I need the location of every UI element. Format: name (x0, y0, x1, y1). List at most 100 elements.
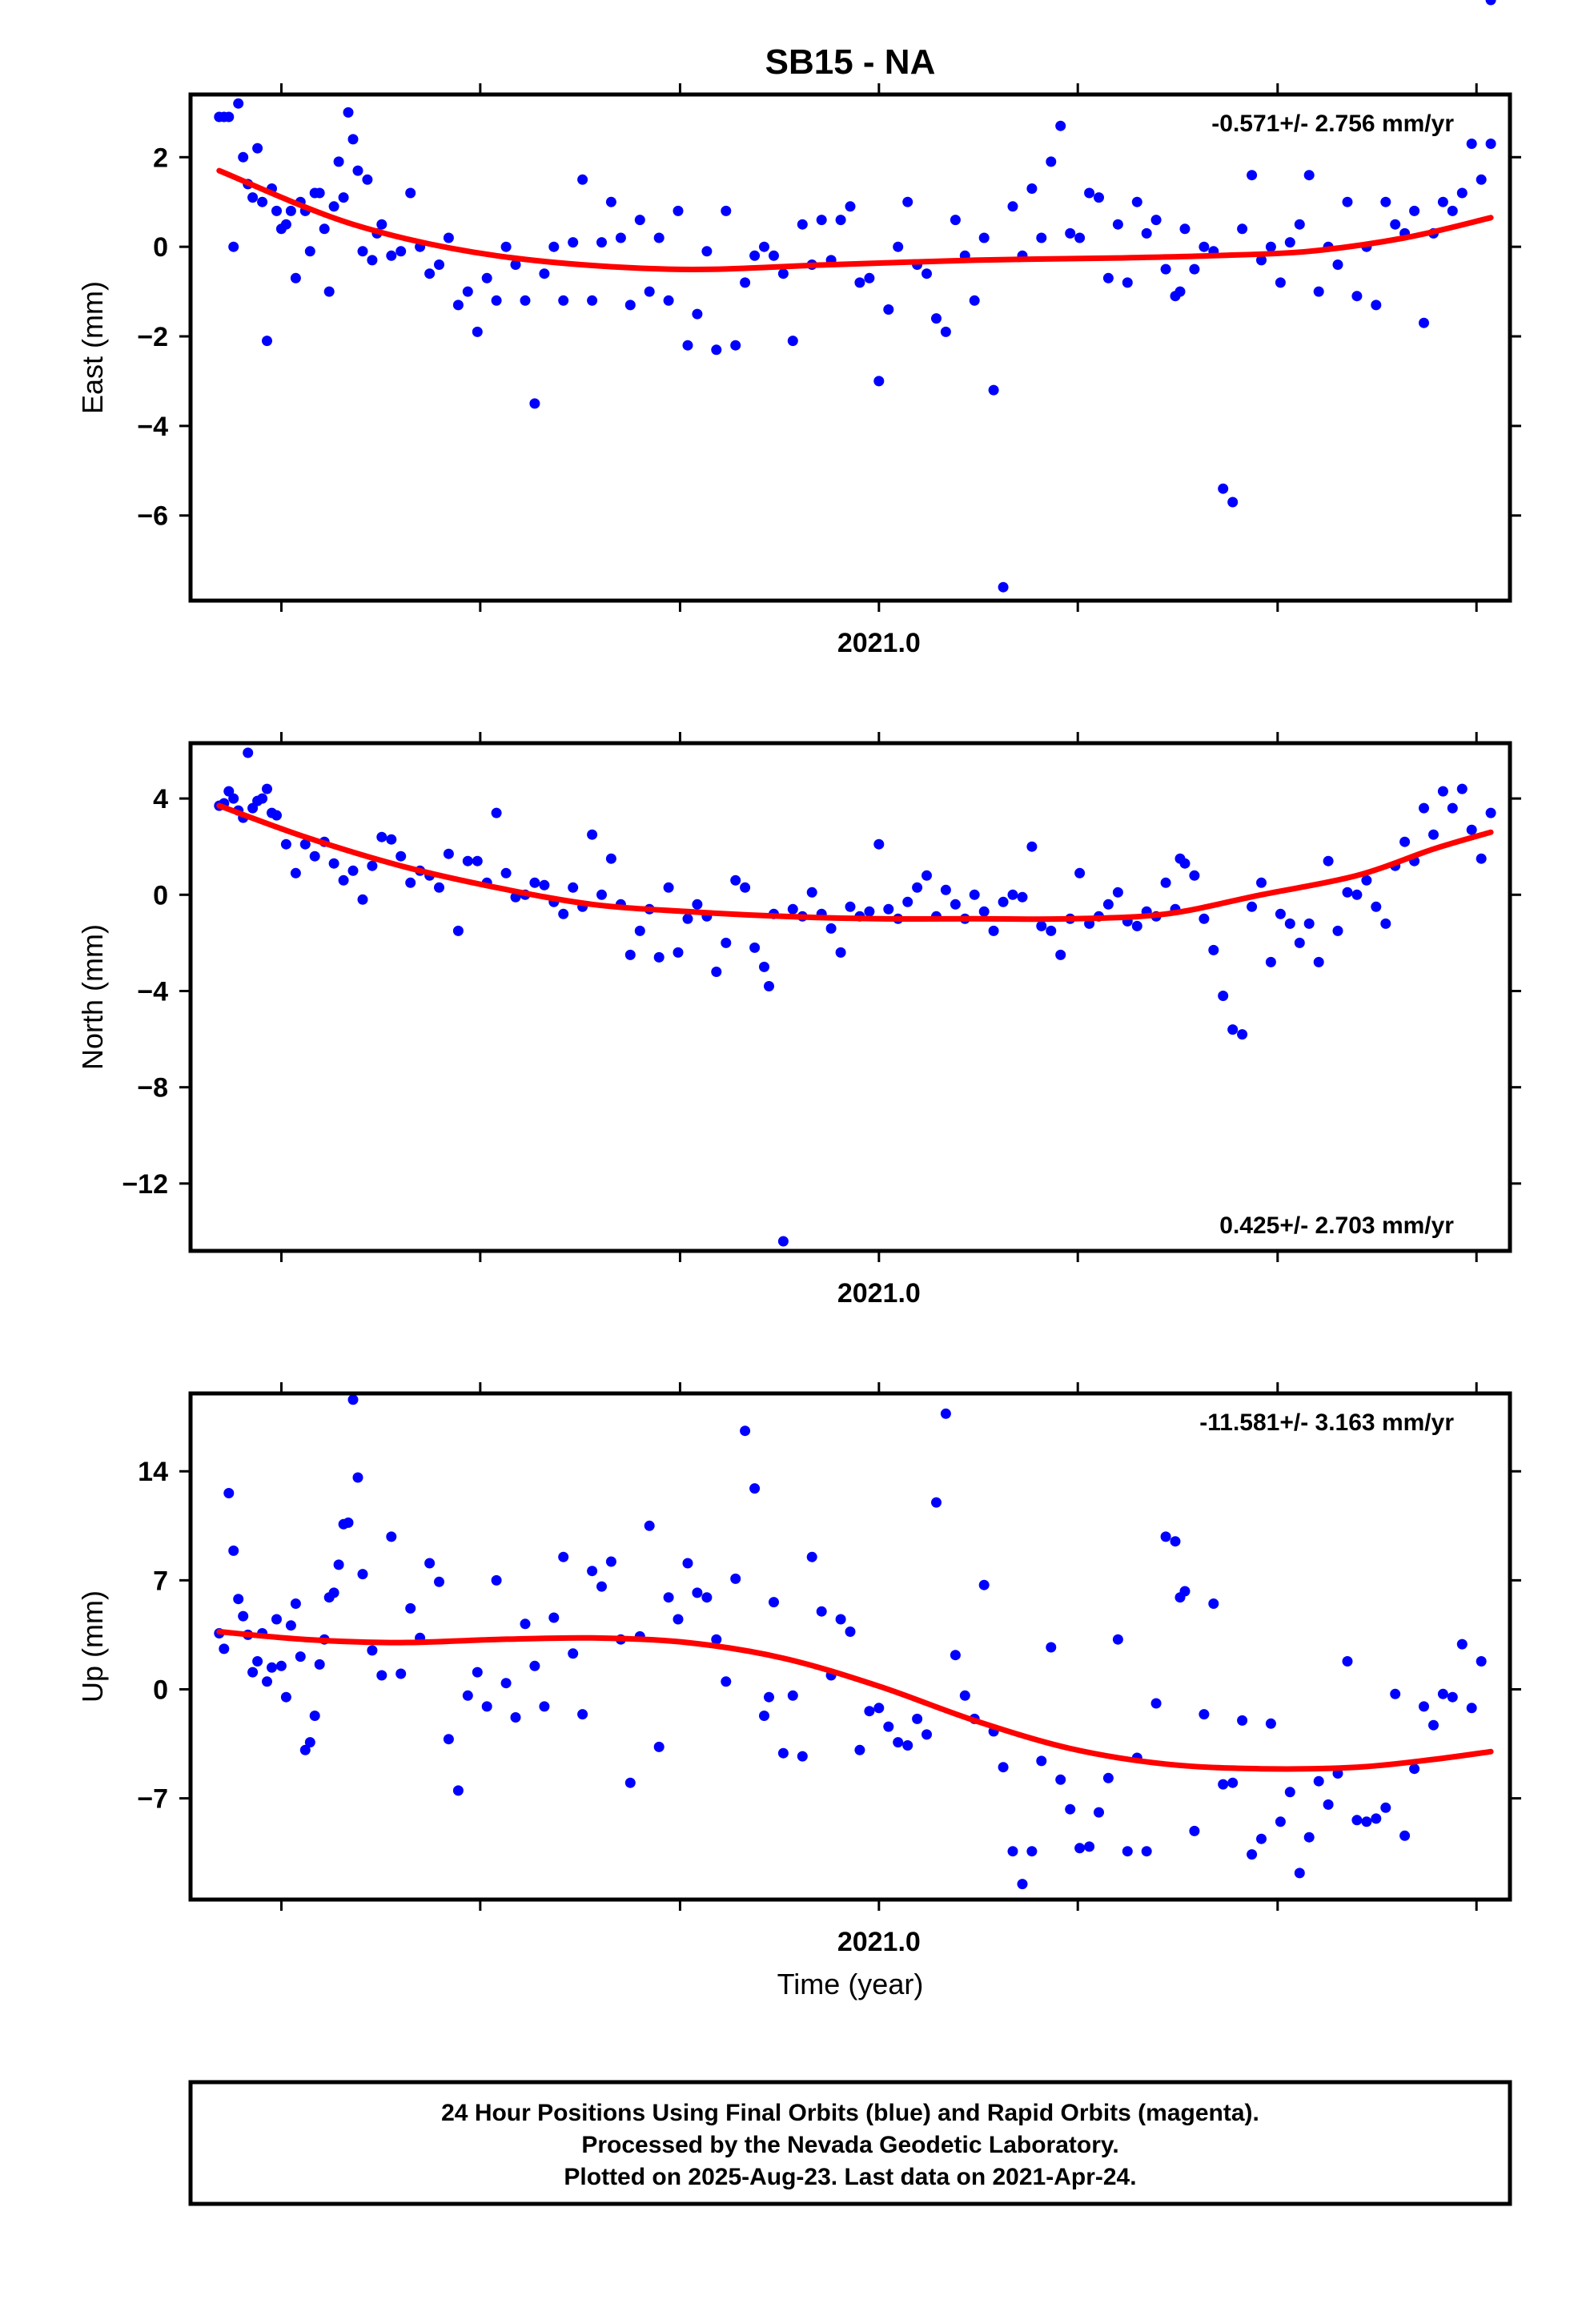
up-data-point (587, 1566, 598, 1577)
north-data-point (1055, 949, 1066, 960)
east-data-point (864, 272, 875, 283)
up-data-point (223, 1488, 235, 1498)
east-data-point (233, 98, 244, 109)
up-data-point (749, 1483, 761, 1494)
up-data-point (1199, 1709, 1210, 1720)
east-data-point (577, 174, 588, 185)
north-data-point (405, 877, 416, 888)
footer-line-3: Plotted on 2025-Aug-23. Last data on 202… (564, 2164, 1136, 2190)
north-ytick-label: 4 (153, 784, 168, 814)
east-data-point (749, 250, 761, 261)
north-data-point (634, 925, 645, 936)
north-data-point (1437, 786, 1448, 797)
east-data-point (386, 250, 397, 261)
east-data-point (692, 308, 703, 320)
up-data-point (1074, 1843, 1086, 1854)
north-data-point (673, 947, 684, 958)
east-data-point (223, 111, 235, 123)
north-data-point (1026, 841, 1038, 852)
north-data-point (682, 913, 693, 924)
east-data-point (950, 215, 961, 226)
east-data-point (539, 268, 550, 279)
up-data-point (424, 1558, 436, 1569)
east-data-point (1485, 139, 1496, 149)
east-ytick-label: 2 (153, 143, 168, 173)
north-data-point (1332, 925, 1343, 936)
north-data-point (376, 831, 387, 842)
east-data-point (510, 259, 521, 270)
up-data-point (275, 1660, 287, 1671)
north-data-point (1265, 956, 1276, 967)
east-data-point (1150, 215, 1162, 226)
up-data-point (1026, 1846, 1038, 1857)
up-data-point (1065, 1803, 1076, 1815)
east-data-point (721, 205, 732, 216)
east-data-point (338, 192, 349, 203)
east-data-point (271, 205, 282, 216)
north-data-point (299, 838, 311, 850)
east-data-point (605, 196, 616, 207)
up-data-point (328, 1587, 339, 1598)
east-data-point (873, 376, 885, 387)
east-data-point (1141, 227, 1152, 239)
north-data-point (1371, 901, 1382, 912)
up-data-point (711, 1634, 722, 1645)
east-data-point (740, 277, 751, 288)
east-xtick-label: 2021.0 (837, 628, 921, 658)
north-data-point (969, 889, 980, 900)
north-data-point (539, 879, 550, 891)
up-data-point (624, 1777, 636, 1788)
north-data-point (262, 783, 272, 794)
east-data-point (472, 326, 483, 337)
north-data-point (624, 949, 636, 960)
north-data-point (367, 860, 378, 871)
east-data-point (1131, 196, 1142, 207)
up-ytick-label: 7 (153, 1566, 168, 1596)
east-data-point (1380, 196, 1391, 207)
east-data-point (347, 134, 359, 145)
east-data-point (1218, 483, 1229, 494)
north-data-point (721, 937, 732, 948)
north-data-point (740, 882, 751, 893)
east-data-point (520, 295, 531, 306)
up-data-point (539, 1701, 550, 1712)
up-data-point (577, 1709, 588, 1720)
east-data-point (290, 272, 301, 283)
east-data-point (1094, 192, 1104, 203)
north-data-point (1284, 918, 1295, 929)
north-ytick-label: −4 (137, 976, 168, 1007)
east-data-point (998, 581, 1009, 593)
up-data-point (333, 1559, 344, 1570)
east-data-point (673, 205, 684, 216)
up-data-point (462, 1690, 473, 1701)
east-data-point (940, 326, 951, 337)
east-data-point (352, 165, 363, 176)
up-data-point (267, 1662, 277, 1673)
up-data-point (491, 1574, 502, 1586)
east-data-point (1437, 196, 1448, 207)
up-data-point (978, 1579, 990, 1590)
north-data-point (940, 884, 951, 895)
east-data-point (644, 286, 655, 297)
up-data-point (1237, 1715, 1248, 1726)
up-data-point (262, 1676, 272, 1687)
up-data-point (280, 1691, 291, 1703)
east-data-point (367, 255, 378, 266)
east-data-point (663, 295, 674, 306)
north-data-point (692, 899, 703, 910)
east-data-point (1007, 201, 1018, 212)
east-data-point (1265, 241, 1276, 252)
east-data-point (1390, 219, 1401, 230)
east-data-point (443, 232, 454, 243)
up-data-point (1428, 1719, 1439, 1731)
east-data-point (587, 295, 598, 306)
up-data-point (396, 1668, 407, 1679)
north-data-point (1131, 920, 1142, 931)
north-ytick-label: −12 (122, 1169, 168, 1200)
up-data-point (290, 1598, 301, 1609)
north-data-point (1485, 807, 1496, 818)
north-data-point (558, 908, 569, 919)
north-data-point (1160, 877, 1171, 888)
up-data-point (1409, 1763, 1420, 1775)
east-data-point (333, 156, 344, 167)
